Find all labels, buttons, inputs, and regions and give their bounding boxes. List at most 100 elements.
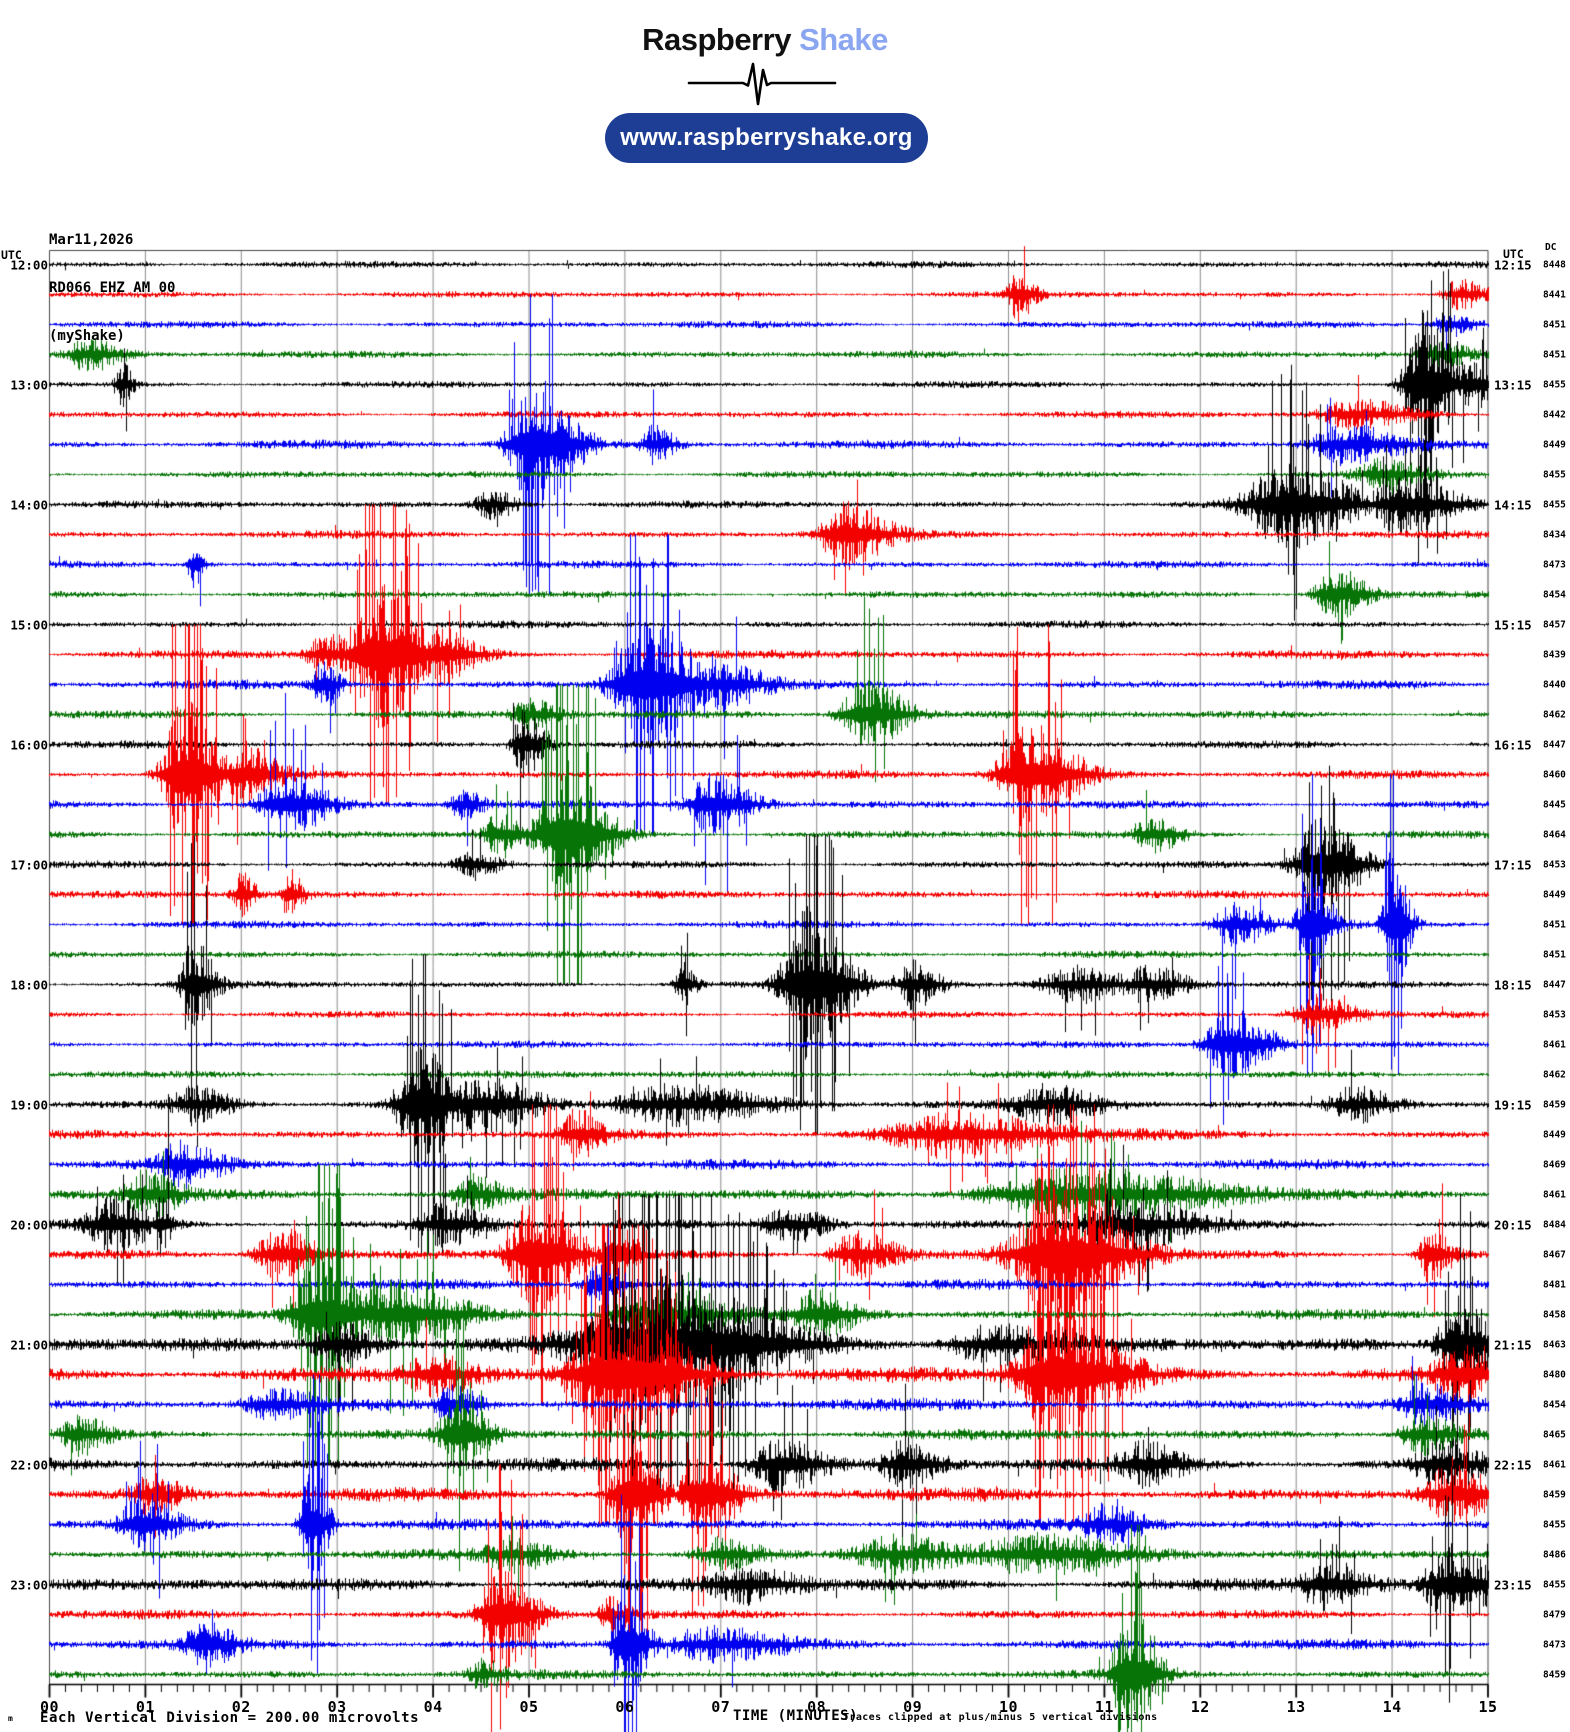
hour-label-right: 16:15 [1494,737,1532,752]
station-network: (myShake) [49,328,125,344]
hour-label-right: 22:15 [1494,1457,1532,1472]
hour-label-left: 19:00 [10,1097,48,1112]
utc-header-right: UTC [1503,247,1524,261]
x-tick-label: 00 [39,1698,60,1716]
dc-value: 8459 [1543,1669,1566,1680]
brand-logo: Raspberry Shake [0,22,1530,58]
seismic-pulse-icon [687,62,837,106]
dc-value: 8484 [1543,1219,1566,1230]
x-tick-label: 04 [423,1698,443,1716]
dc-value: 8460 [1543,769,1566,780]
x-tick-label: 14 [1382,1698,1402,1716]
dc-value: 8458 [1543,1309,1566,1320]
dc-value: 8459 [1543,1489,1566,1500]
dc-value: 8455 [1543,379,1566,390]
dc-value: 8447 [1543,979,1566,990]
brand-shake: Shake [799,22,888,57]
website-pill[interactable]: www.raspberryshake.org [605,113,928,163]
x-tick-label: 07 [711,1698,731,1716]
hour-label-right: 14:15 [1494,497,1532,512]
dc-value: 8448 [1543,259,1566,270]
dc-value: 8459 [1543,1099,1566,1110]
dc-value: 8447 [1543,739,1566,750]
hour-label-left: 17:00 [10,857,48,872]
clip-note: Traces clipped at plus/minus 5 vertical … [843,1712,1158,1723]
dc-value: 8442 [1543,409,1566,420]
scale-marker: m [8,1714,13,1723]
dc-value: 8455 [1543,1519,1566,1530]
hour-label-right: 23:15 [1494,1577,1532,1592]
dc-value: 8462 [1543,709,1566,720]
dc-value: 8445 [1543,799,1566,810]
hour-label-left: 13:00 [10,377,48,392]
vertical-scale-note: Each Vertical Division = 200.00 microvol… [40,1710,420,1726]
dc-value: 8461 [1543,1459,1566,1470]
x-tick-label: 09 [903,1698,923,1716]
dc-value: 8434 [1543,529,1566,540]
x-tick-label: 06 [615,1698,635,1716]
dc-value: 8462 [1543,1069,1566,1080]
x-axis-title: TIME (MINUTES) [733,1708,859,1724]
dc-value: 8453 [1543,1009,1566,1020]
hour-label-left: 21:00 [10,1337,48,1352]
hour-label-right: 21:15 [1494,1337,1532,1352]
dc-value: 8449 [1543,889,1566,900]
dc-value: 8480 [1543,1369,1566,1380]
x-tick-label: 11 [1094,1698,1114,1716]
brand-raspberry: Raspberry [642,22,791,57]
hour-label-left: 16:00 [10,737,48,752]
dc-value: 8463 [1543,1339,1566,1350]
dc-value: 8486 [1543,1549,1566,1560]
dc-value: 8464 [1543,829,1566,840]
dc-value: 8473 [1543,559,1566,570]
dc-value: 8454 [1543,1399,1566,1410]
website-url: www.raspberryshake.org [620,124,913,151]
dc-value: 8451 [1543,319,1566,330]
hour-label-left: 20:00 [10,1217,48,1232]
x-tick-label: 10 [998,1698,1019,1716]
dc-value: 8467 [1543,1249,1566,1260]
hour-label-right: 15:15 [1494,617,1532,632]
dc-value: 8453 [1543,859,1566,870]
station-code: RD066 EHZ AM 00 [49,280,176,296]
x-tick-label: 15 [1478,1698,1498,1716]
dc-value: 8454 [1543,589,1566,600]
dc-value: 8439 [1543,649,1566,660]
dc-value: 8451 [1543,919,1566,930]
dc-value: 8455 [1543,1579,1566,1590]
hour-label-left: 18:00 [10,977,48,992]
hour-label-right: 19:15 [1494,1097,1532,1112]
x-tick-label: 03 [327,1698,347,1716]
dc-value: 8461 [1543,1039,1566,1050]
hour-label-right: 18:15 [1494,977,1532,992]
dc-value: 8451 [1543,349,1566,360]
hour-label-right: 17:15 [1494,857,1532,872]
dc-value: 8441 [1543,289,1566,300]
dc-value: 8465 [1543,1429,1566,1440]
dc-value: 8455 [1543,499,1566,510]
x-tick-label: 05 [519,1698,539,1716]
dc-value: 8451 [1543,949,1566,960]
hour-label-left: 14:00 [10,497,48,512]
utc-header-left: UTC [1,248,22,262]
x-tick-label: 02 [231,1698,251,1716]
dc-value: 8461 [1543,1189,1566,1200]
dc-value: 8455 [1543,469,1566,480]
hour-label-left: 23:00 [10,1577,48,1592]
dc-value: 8479 [1543,1609,1566,1620]
hour-label-right: 20:15 [1494,1217,1532,1232]
x-tick-label: 12 [1190,1698,1210,1716]
hour-label-left: 12:00 [10,257,48,272]
dc-value: 8449 [1543,439,1566,450]
dc-value: 8457 [1543,619,1566,630]
dc-value: 8440 [1543,679,1566,690]
hour-label-left: 22:00 [10,1457,48,1472]
x-tick-label: 08 [807,1698,827,1716]
x-tick-label: 01 [135,1698,155,1716]
hour-label-right: 13:15 [1494,377,1532,392]
dc-value: 8469 [1543,1159,1566,1170]
station-info: Mar11,2026 RD066 EHZ AM 00 (myShake) [49,200,175,376]
hour-label-right: 12:15 [1494,257,1532,272]
